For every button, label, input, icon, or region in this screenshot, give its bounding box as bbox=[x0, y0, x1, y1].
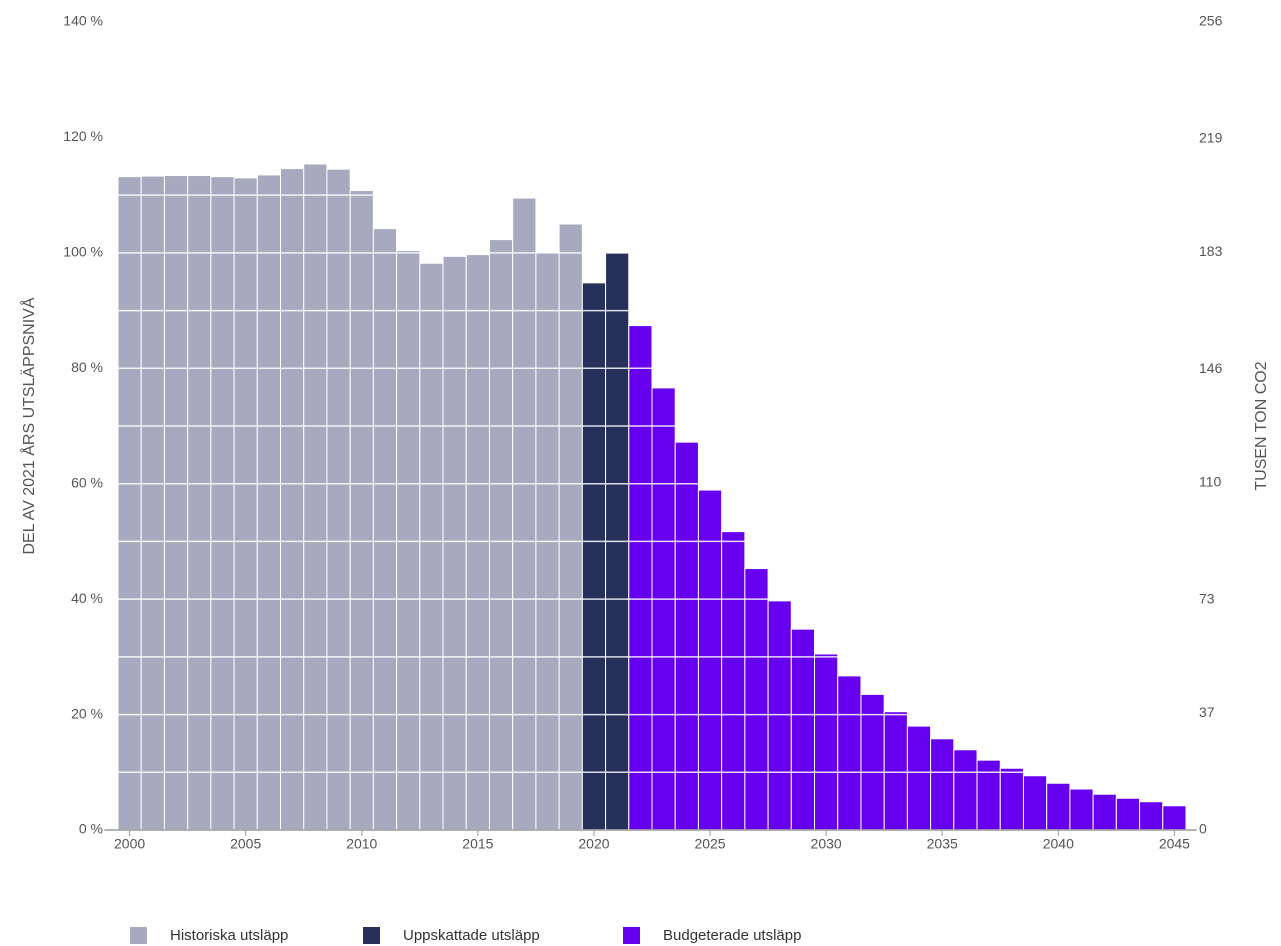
y-tick-label: 100 % bbox=[63, 244, 103, 260]
bar bbox=[233, 177, 258, 831]
bar bbox=[303, 163, 328, 831]
bar bbox=[790, 628, 816, 831]
y2-tick-label: 183 bbox=[1199, 243, 1223, 259]
bar bbox=[256, 174, 282, 831]
y2-tick-label: 0 bbox=[1199, 821, 1207, 837]
y2-tick-label: 219 bbox=[1199, 129, 1223, 145]
bar bbox=[1069, 788, 1094, 831]
legend-label: Budgeterade utsläpp bbox=[663, 927, 801, 944]
bar bbox=[1022, 775, 1048, 831]
bar bbox=[512, 197, 537, 831]
bar bbox=[488, 239, 514, 831]
bar bbox=[117, 176, 142, 831]
bar bbox=[187, 175, 212, 831]
legend-swatch bbox=[130, 927, 147, 944]
bar bbox=[906, 725, 932, 831]
y-tick-label: 80 % bbox=[71, 359, 103, 375]
legend-label: Uppskattade utsläpp bbox=[403, 927, 540, 944]
bar bbox=[326, 168, 351, 831]
y-tick-label: 40 % bbox=[71, 590, 103, 606]
bar bbox=[140, 175, 165, 831]
bar bbox=[1139, 801, 1164, 831]
x-tick-label: 2005 bbox=[230, 836, 261, 852]
bar bbox=[744, 568, 769, 831]
y-tick-label: 60 % bbox=[71, 474, 103, 490]
bar bbox=[419, 262, 444, 831]
y2-tick-label: 256 bbox=[1199, 13, 1223, 29]
bar bbox=[767, 600, 792, 831]
bar bbox=[1162, 805, 1187, 831]
bar bbox=[280, 168, 305, 831]
y-tick-label: 0 % bbox=[79, 821, 103, 837]
bar bbox=[953, 749, 978, 831]
bar bbox=[1115, 797, 1141, 831]
bar bbox=[999, 767, 1024, 831]
y-tick-label: 120 % bbox=[63, 128, 103, 144]
bar bbox=[210, 176, 235, 831]
y-axis-label: DEL AV 2021 ÅRS UTSLÄPPSNIVÅ bbox=[19, 297, 38, 554]
bar bbox=[814, 653, 839, 831]
bar bbox=[651, 387, 676, 831]
x-tick-label: 2040 bbox=[1043, 836, 1074, 852]
bar bbox=[1046, 782, 1071, 831]
x-tick-label: 2010 bbox=[346, 836, 377, 852]
y2-tick-label: 146 bbox=[1199, 360, 1223, 376]
legend-label: Historiska utsläpp bbox=[170, 927, 288, 944]
y-tick-label: 20 % bbox=[71, 705, 103, 721]
y2-tick-label: 73 bbox=[1199, 590, 1215, 606]
bar bbox=[581, 282, 607, 831]
bar bbox=[442, 255, 467, 831]
x-tick-label: 2025 bbox=[694, 836, 725, 852]
bar bbox=[558, 223, 583, 831]
bar bbox=[163, 175, 189, 831]
bar bbox=[930, 738, 955, 831]
y2-axis-label: TUSEN TON CO2 bbox=[1253, 361, 1270, 490]
x-tick-label: 2020 bbox=[578, 836, 609, 852]
bar bbox=[1092, 793, 1117, 831]
bar bbox=[837, 675, 862, 831]
bar bbox=[465, 254, 490, 831]
x-tick-label: 2030 bbox=[811, 836, 842, 852]
bar bbox=[628, 325, 653, 831]
bar bbox=[372, 228, 398, 831]
x-tick-label: 2045 bbox=[1159, 836, 1190, 852]
bar bbox=[883, 711, 908, 831]
bar bbox=[396, 250, 421, 831]
bar bbox=[721, 531, 746, 831]
y2-tick-label: 110 bbox=[1199, 474, 1222, 490]
legend-swatch bbox=[363, 927, 380, 944]
x-tick-label: 2000 bbox=[114, 836, 145, 852]
bar bbox=[976, 759, 1001, 831]
x-tick-label: 2035 bbox=[927, 836, 958, 852]
x-tick-label: 2015 bbox=[462, 836, 493, 852]
y-tick-label: 140 % bbox=[63, 13, 103, 29]
y2-tick-label: 37 bbox=[1199, 704, 1215, 720]
bar bbox=[349, 190, 374, 831]
legend-swatch bbox=[623, 927, 640, 944]
